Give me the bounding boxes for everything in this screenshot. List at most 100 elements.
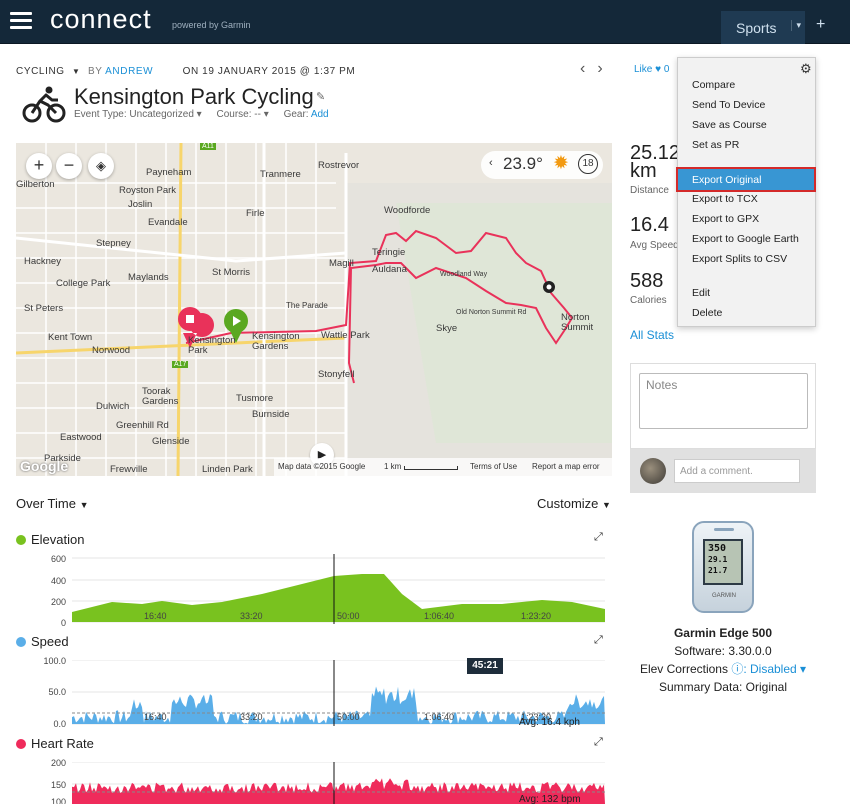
- map-label: Magill: [329, 258, 354, 269]
- map-label: St Morris: [212, 267, 250, 278]
- map-label: Greenhill Rd: [116, 420, 169, 431]
- breadcrumb: CYCLING ▼ BY ANDREW ON 19 JANUARY 2015 @…: [16, 66, 355, 77]
- map-label: Tranmere: [260, 169, 301, 180]
- elevation-xtick: 16:40: [144, 611, 167, 621]
- speed-chart[interactable]: [72, 660, 605, 726]
- report-error-link[interactable]: Report a map error: [532, 462, 600, 471]
- sports-label: Sports: [736, 20, 777, 36]
- expand-icon[interactable]: ⤢: [594, 736, 603, 748]
- help-icon[interactable]: ⓘ: [731, 662, 744, 676]
- chevron-down-icon: ▼: [79, 500, 89, 510]
- pencil-icon[interactable]: ✎: [316, 91, 326, 103]
- sports-dropdown[interactable]: Sports ▾: [721, 11, 805, 44]
- map-label: Payneham: [146, 167, 192, 178]
- heart-rate-chart[interactable]: [72, 762, 605, 804]
- plus-icon[interactable]: +: [816, 16, 826, 33]
- speed-average: Avg: 16.4 kph: [519, 717, 580, 728]
- map-label: Kensington Gardens: [252, 331, 300, 352]
- calories-value: 588: [630, 270, 664, 292]
- elev-corrections-select[interactable]: : Disabled ▾: [743, 662, 807, 676]
- all-stats-link[interactable]: All Stats: [630, 328, 675, 342]
- menu-item-send-to-device[interactable]: Send To Device: [692, 99, 766, 111]
- zoom-in-button[interactable]: +: [26, 153, 52, 179]
- expand-icon[interactable]: ⤢: [594, 531, 603, 543]
- distance-value: 25.12: [630, 142, 681, 164]
- map-label: Kent Town: [48, 332, 93, 343]
- activity-type[interactable]: CYCLING: [16, 66, 65, 77]
- map-label: Wattle Park: [321, 330, 370, 341]
- elev-corrections-label: Elev Corrections: [639, 662, 728, 676]
- device-screen-line: 29.1: [708, 555, 728, 564]
- layers-icon[interactable]: ◈: [88, 153, 114, 179]
- map-label: Joslin: [128, 199, 153, 210]
- map-label: Royston Park: [119, 185, 177, 196]
- map-label: Rostrevor: [318, 160, 360, 171]
- chevron-down-icon[interactable]: ▼: [72, 67, 81, 76]
- customize-label: Customize: [537, 496, 599, 511]
- gear-icon[interactable]: ⚙: [800, 61, 812, 76]
- zoom-out-button[interactable]: −: [56, 153, 82, 179]
- menu-item-export-original[interactable]: Export Original: [676, 167, 816, 192]
- activity-date: ON 19 JANUARY 2015 @ 1:37 PM: [182, 66, 356, 77]
- connect-logo[interactable]: connect: [50, 4, 152, 34]
- route-map[interactable]: Payneham Royston Park Joslin Evandale St…: [16, 143, 612, 476]
- map-label: Gilberton: [16, 179, 55, 190]
- menu-item-set-as-pr[interactable]: Set as PR: [692, 139, 740, 151]
- distance-unit: km: [630, 160, 657, 182]
- course-select[interactable]: --: [254, 109, 261, 120]
- notes-field[interactable]: Notes: [639, 373, 808, 429]
- menu-item-export-gpx[interactable]: Export to GPX: [692, 213, 760, 225]
- elevation-ytick: 0: [60, 618, 66, 628]
- menu-item-edit[interactable]: Edit: [692, 287, 711, 299]
- map-label: Firle: [246, 208, 265, 219]
- elevation-ytick: 600: [50, 554, 66, 564]
- author-link[interactable]: ANDREW: [105, 66, 154, 77]
- speed-ytick: 100.0: [43, 656, 66, 666]
- chevron-left-icon[interactable]: ‹: [580, 60, 586, 77]
- elevation-chart-title: Elevation: [16, 532, 84, 547]
- add-gear-link[interactable]: Add: [310, 109, 329, 120]
- chevron-left-icon[interactable]: ‹: [489, 157, 493, 169]
- map-label: Linden Park: [202, 464, 253, 475]
- menu-item-save-as-course[interactable]: Save as Course: [692, 119, 767, 131]
- speed-xtick: 1:06:40: [424, 712, 455, 722]
- calories-label: Calories: [630, 295, 667, 306]
- cycling-icon: [22, 86, 66, 123]
- speed-legend-dot: [16, 637, 26, 647]
- map-scale: 1 km: [384, 462, 402, 471]
- map-label: Burnside: [252, 409, 290, 420]
- map-label: Eastwood: [60, 432, 102, 443]
- map-label: A11: [200, 143, 216, 150]
- avatar: [640, 458, 666, 484]
- event-type-select[interactable]: Uncategorized: [129, 109, 194, 120]
- map-canvas: [16, 143, 612, 476]
- map-label: Maylands: [128, 272, 169, 283]
- top-navigation-bar: [0, 0, 850, 44]
- device-image: 350 29.1 21.7 GARMIN: [692, 521, 754, 613]
- elevation-title: Elevation: [31, 532, 85, 547]
- speed-xtick: 16:40: [144, 712, 167, 722]
- chevron-down-icon: ▾: [791, 20, 801, 31]
- customize-dropdown[interactable]: Customize ▼: [537, 496, 611, 511]
- summary-data: Summary Data: Original: [658, 680, 788, 694]
- comment-input[interactable]: Add a comment.: [674, 459, 800, 483]
- like-button[interactable]: Like ♥ 0: [634, 64, 669, 75]
- hamburger-icon[interactable]: [10, 12, 32, 30]
- heart-rate-ytick: 150: [50, 780, 66, 790]
- notes-panel: [630, 363, 816, 449]
- elevation-ytick: 200: [50, 597, 66, 607]
- heart-icon: ♥: [655, 64, 662, 75]
- expand-icon[interactable]: ⤢: [594, 634, 603, 646]
- map-label: Stonyfell: [318, 369, 355, 380]
- menu-item-delete[interactable]: Delete: [692, 307, 723, 319]
- weather-widget: ‹ 23.9° ✹ 18: [481, 151, 603, 179]
- terms-link[interactable]: Terms of Use: [470, 462, 518, 471]
- map-label: St Peters: [24, 303, 64, 314]
- chevron-right-icon[interactable]: ›: [597, 60, 603, 77]
- menu-item-export-splits-csv[interactable]: Export Splits to CSV: [692, 253, 788, 265]
- menu-item-export-google-earth[interactable]: Export to Google Earth: [692, 233, 799, 245]
- menu-item-compare[interactable]: Compare: [692, 79, 736, 91]
- elevation-chart[interactable]: [72, 554, 605, 624]
- menu-item-export-tcx[interactable]: Export to TCX: [692, 193, 758, 205]
- over-time-dropdown[interactable]: Over Time ▼: [16, 496, 89, 511]
